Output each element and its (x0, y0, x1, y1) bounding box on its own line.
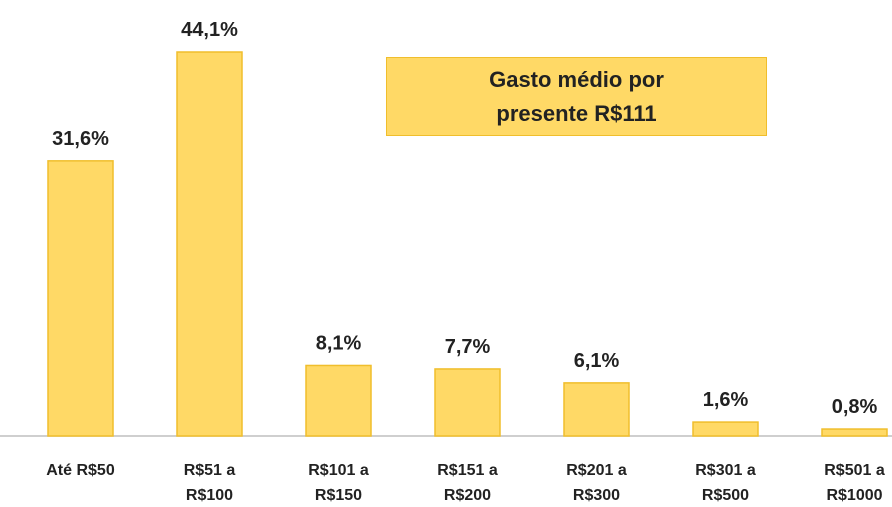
bar (305, 364, 372, 437)
annotation-line: Gasto médio por (489, 66, 664, 92)
value-label: 1,6% (703, 389, 749, 411)
bar (821, 428, 888, 437)
bar (692, 421, 759, 437)
value-label: 8,1% (316, 332, 362, 354)
x-tick-label: R$501 a R$1000 (824, 462, 885, 504)
x-tick-label: R$301 a R$500 (695, 462, 756, 504)
bar (176, 51, 243, 437)
value-label: 0,8% (832, 396, 878, 418)
bar (434, 368, 501, 437)
x-tick-label: R$51 a R$100 (183, 462, 236, 504)
x-tick-label: R$151 a R$200 (437, 462, 498, 504)
value-label: 7,7% (445, 336, 491, 358)
value-label: 44,1% (181, 19, 238, 41)
x-tick-label: Até R$50 (46, 462, 115, 479)
value-label: 6,1% (574, 350, 620, 372)
x-tick-label: R$201 a R$300 (566, 462, 627, 504)
bar (47, 160, 114, 437)
value-label: 31,6% (52, 128, 109, 150)
annotation-box: Gasto médio por presente R$111 (386, 57, 767, 136)
x-tick-label: R$101 a R$150 (308, 462, 369, 504)
annotation-line: presente R$111 (496, 100, 657, 126)
bar (563, 382, 630, 437)
